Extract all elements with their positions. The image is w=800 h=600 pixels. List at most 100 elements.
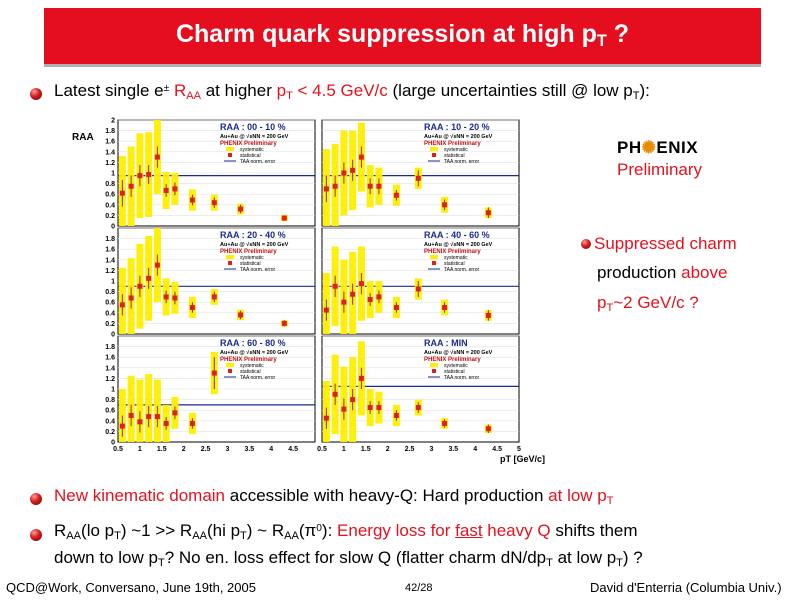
y-tick-label: 0.2 [105, 429, 115, 436]
data-point [341, 406, 347, 412]
data-point [119, 423, 125, 429]
x-axis-label: pT [GeV/c] [500, 454, 545, 464]
y-tick-label: 1.4 [105, 149, 115, 156]
bullet-icon [581, 239, 591, 249]
data-point [442, 305, 448, 310]
data-point [341, 299, 347, 305]
data-point [323, 186, 329, 192]
y-tick-label: 0 [111, 332, 115, 339]
bullet-line-2: New kinematic domain accessible with hea… [54, 486, 614, 507]
experiment-label: PHENIX Preliminary [220, 357, 277, 363]
y-tick-label: 0.2 [105, 321, 115, 328]
data-point [358, 154, 364, 160]
data-point [154, 154, 160, 160]
x-tick-label: 3.5 [244, 446, 254, 453]
data-point [163, 294, 169, 300]
data-point [163, 187, 169, 193]
x-tick-label: 2.5 [405, 446, 415, 453]
legend-entry: systematic [240, 255, 264, 261]
system-label: Au+Au @ √sNN = 200 GeV [424, 349, 493, 356]
centrality-label: RAA : MIN [424, 338, 468, 348]
legend-swatch [432, 369, 436, 373]
legend-entry: TAA norm. error [240, 267, 276, 273]
y-tick-label: 0.4 [105, 418, 115, 425]
x-tick-label: 0.5 [113, 446, 123, 453]
data-point [211, 294, 217, 300]
y-axis-label: RAA [72, 132, 94, 143]
data-point [154, 414, 160, 420]
footer-right: David d'Enterria (Columbia Univ.) [590, 580, 782, 595]
y-tick-label: 1.8 [105, 236, 115, 243]
legend-entry: statistical [240, 153, 261, 159]
data-point [281, 320, 287, 326]
side-note-line-1: Suppressed charm [594, 234, 737, 253]
legend-swatch [228, 369, 232, 373]
title-bar: Charm quark suppression at high pT ? [44, 8, 761, 67]
y-tick-label: 1.4 [105, 365, 115, 372]
data-point [350, 397, 356, 403]
bullet-icon [30, 493, 42, 505]
legend-swatch [430, 363, 438, 367]
legend-swatch [226, 363, 234, 367]
x-tick-label: 1.5 [157, 446, 167, 453]
x-tick-label: 1 [138, 446, 142, 453]
centrality-label: RAA : 00 - 10 % [220, 122, 286, 132]
y-tick-label: 1.6 [105, 355, 115, 362]
data-point [350, 291, 356, 297]
data-point [442, 202, 448, 208]
legend-entry: statistical [240, 261, 261, 267]
x-tick-label: 5 [517, 446, 521, 453]
bullet-icon [30, 529, 42, 541]
data-point [332, 283, 338, 289]
y-tick-label: 1.4 [105, 257, 115, 264]
x-tick-label: 3 [225, 446, 229, 453]
legend-swatch [430, 255, 438, 259]
x-tick-label: 2 [386, 446, 390, 453]
legend-entry: statistical [444, 153, 465, 159]
x-tick-label: 4 [473, 446, 477, 453]
legend-entry: TAA norm. error [444, 159, 480, 165]
centrality-label: RAA : 40 - 60 % [424, 230, 490, 240]
data-point [323, 415, 329, 421]
y-tick-label: 0 [111, 440, 115, 447]
data-point [393, 305, 399, 310]
phenix-logo: PH✺ENIX Preliminary [617, 138, 702, 180]
data-point [211, 200, 217, 206]
data-point [367, 183, 373, 189]
data-point [163, 420, 169, 426]
experiment-label: PHENIX Preliminary [220, 249, 277, 255]
y-tick-label: 0.2 [105, 213, 115, 220]
data-point [238, 206, 244, 212]
data-point [119, 302, 125, 308]
data-point [332, 391, 338, 397]
y-tick-label: 1 [111, 279, 115, 286]
data-point [393, 192, 399, 198]
phenix-preliminary: Preliminary [617, 160, 703, 179]
y-tick-label: 1.2 [105, 268, 115, 275]
x-tick-label: 4 [269, 446, 273, 453]
y-tick-label: 0.8 [105, 181, 115, 188]
data-point [172, 186, 178, 192]
legend-entry: systematic [444, 255, 468, 261]
y-tick-label: 0.8 [105, 397, 115, 404]
legend-entry: statistical [240, 369, 261, 375]
data-point [154, 262, 160, 268]
legend-entry: systematic [240, 147, 264, 153]
y-tick-label: 0.6 [105, 408, 115, 415]
y-tick-label: 0.4 [105, 202, 115, 209]
legend-entry: statistical [444, 369, 465, 375]
legend-entry: statistical [444, 261, 465, 267]
data-point [442, 420, 448, 426]
system-label: Au+Au @ √sNN = 200 GeV [424, 133, 493, 140]
data-point [485, 312, 491, 318]
bullet-icon [30, 88, 42, 100]
systematic-error-band [136, 379, 144, 442]
system-label: Au+Au @ √sNN = 200 GeV [424, 241, 493, 248]
x-tick-label: 0.5 [317, 446, 327, 453]
slide-title: Charm quark suppression at high pT ? [175, 20, 630, 51]
legend-entry: systematic [444, 363, 468, 369]
data-point [350, 167, 356, 173]
legend-swatch [228, 261, 232, 265]
y-tick-label: 1.2 [105, 376, 115, 383]
y-tick-label: 1.6 [105, 247, 115, 254]
